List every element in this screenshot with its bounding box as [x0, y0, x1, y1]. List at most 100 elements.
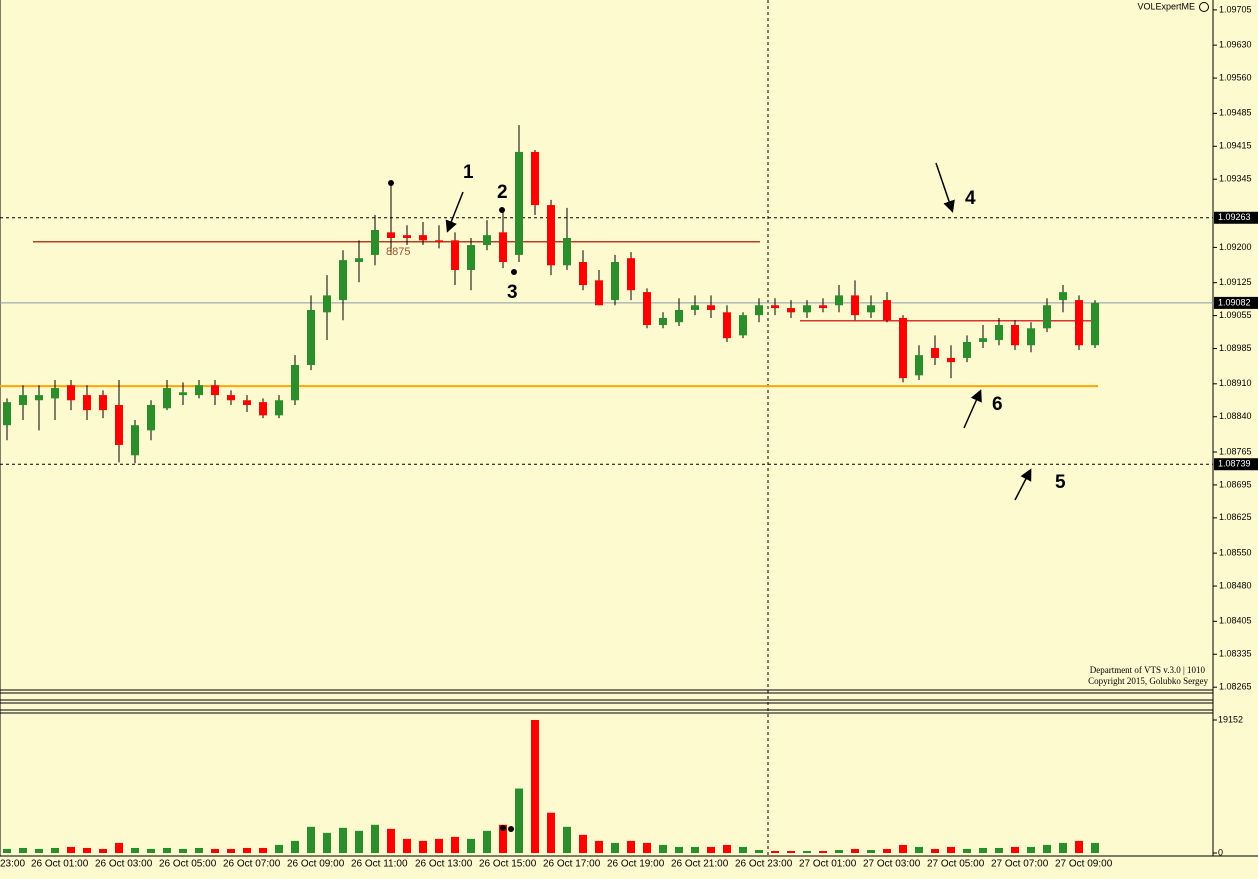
candle-body: [627, 258, 635, 291]
candle-body: [291, 364, 299, 401]
volume-bar: [211, 848, 219, 853]
candle-body: [195, 385, 203, 396]
volume-bar: [755, 849, 763, 853]
price-box-label: 1.09082: [1218, 297, 1251, 307]
candle-body: [483, 235, 491, 246]
volume-bar: [275, 844, 283, 853]
volume-bar: [435, 838, 443, 853]
credits: Department of VTS v.3.0 | 1010: [1090, 665, 1206, 675]
volume-bar: [3, 848, 11, 853]
y-tick-label: 1.08910: [1219, 378, 1252, 388]
volume-bar: [675, 846, 683, 853]
candle-body: [707, 305, 715, 310]
volume-bar: [467, 838, 475, 853]
volume-bar: [563, 826, 571, 853]
candle-body: [787, 308, 795, 313]
candle-body: [675, 309, 683, 323]
volume-bar: [115, 842, 123, 853]
price-box: [1214, 211, 1258, 224]
volume-bar: [1091, 842, 1099, 853]
volume-bar: [627, 840, 635, 853]
candle-body: [915, 355, 923, 376]
volume-bar: [963, 848, 971, 853]
x-tick-label: 27 Oct 09:00: [1055, 859, 1113, 870]
volume-bar: [147, 848, 155, 853]
arrow: [445, 191, 464, 233]
candle-body: [835, 295, 843, 306]
candle-body: [867, 305, 875, 313]
candle-body: [179, 392, 187, 396]
candle-body: [963, 341, 971, 358]
arrow: [963, 389, 982, 429]
y-tick-label: 1.08765: [1219, 446, 1252, 456]
volume-bar: [547, 812, 555, 853]
volume-bar: [243, 847, 251, 853]
volume-bar: [1075, 840, 1083, 853]
volume-bar: [819, 850, 827, 853]
candle-body: [851, 295, 859, 316]
volume-bar: [515, 788, 523, 853]
volume-bar: [787, 850, 795, 853]
volume-bar: [531, 720, 539, 853]
y-tick-label: 1.08840: [1219, 411, 1252, 421]
volume-bar: [803, 850, 811, 853]
candle-body: [371, 230, 379, 255]
candle-body: [323, 295, 331, 313]
volume-bar: [899, 844, 907, 853]
annotation: 6: [992, 394, 1003, 415]
volume-bar: [723, 844, 731, 853]
x-tick-label: 27 Oct 05:00: [927, 859, 985, 870]
candle-body: [227, 395, 235, 401]
volume-bar: [915, 846, 923, 853]
volume-bar: [51, 847, 59, 853]
y-tick-label: 1.08265: [1219, 682, 1252, 692]
y-tick-label: 1.09560: [1219, 72, 1252, 82]
candle-body: [419, 235, 427, 241]
dot: [500, 825, 506, 831]
candle-body: [595, 280, 603, 306]
candle-body: [451, 240, 459, 270]
y-tick-label: 1.09630: [1219, 40, 1252, 50]
y-tick-label: 1.09200: [1219, 242, 1252, 252]
arrow: [935, 162, 955, 213]
price-box-label: 1.09263: [1218, 212, 1251, 222]
arrow: [1014, 468, 1032, 501]
candle-body: [931, 348, 939, 358]
annotation: 3: [507, 282, 518, 303]
candle-body: [259, 402, 267, 416]
annotation: 1: [463, 162, 474, 183]
candle-body: [115, 404, 123, 445]
x-tick-label: 26 Oct 09:00: [287, 859, 345, 870]
y-tick-label: 1.08625: [1219, 512, 1252, 522]
volume-bar: [323, 832, 331, 853]
price-box: [1214, 296, 1258, 309]
x-tick-label: 26 Oct 23:00: [735, 859, 793, 870]
volume-bar: [659, 844, 667, 853]
candle-body: [387, 232, 395, 238]
candle-body: [755, 305, 763, 316]
dot: [508, 826, 514, 832]
volume-bar: [691, 846, 699, 853]
volume-bar: [99, 848, 107, 853]
candle-body: [1043, 305, 1051, 329]
y-tick-label: 1.09705: [1219, 4, 1252, 14]
candle-body: [531, 151, 539, 206]
candle-body: [659, 317, 667, 326]
volume-bar: [227, 848, 235, 853]
price-box-label: 1.08739: [1218, 459, 1251, 469]
x-tick-label: 23:00: [0, 859, 25, 870]
candle-body: [19, 395, 27, 405]
volume-bar: [259, 847, 267, 853]
candle-body: [35, 395, 43, 401]
x-tick-label: 26 Oct 19:00: [607, 859, 665, 870]
candle-body: [611, 261, 619, 301]
candle-body: [307, 309, 315, 365]
x-tick-label: 27 Oct 03:00: [863, 859, 921, 870]
x-tick-label: 26 Oct 11:00: [351, 859, 408, 870]
volume-bar: [1043, 844, 1051, 853]
volume-bar: [611, 842, 619, 853]
volume-bar: [339, 827, 347, 853]
level-label: 8875: [386, 246, 410, 258]
candle-body: [563, 237, 571, 266]
